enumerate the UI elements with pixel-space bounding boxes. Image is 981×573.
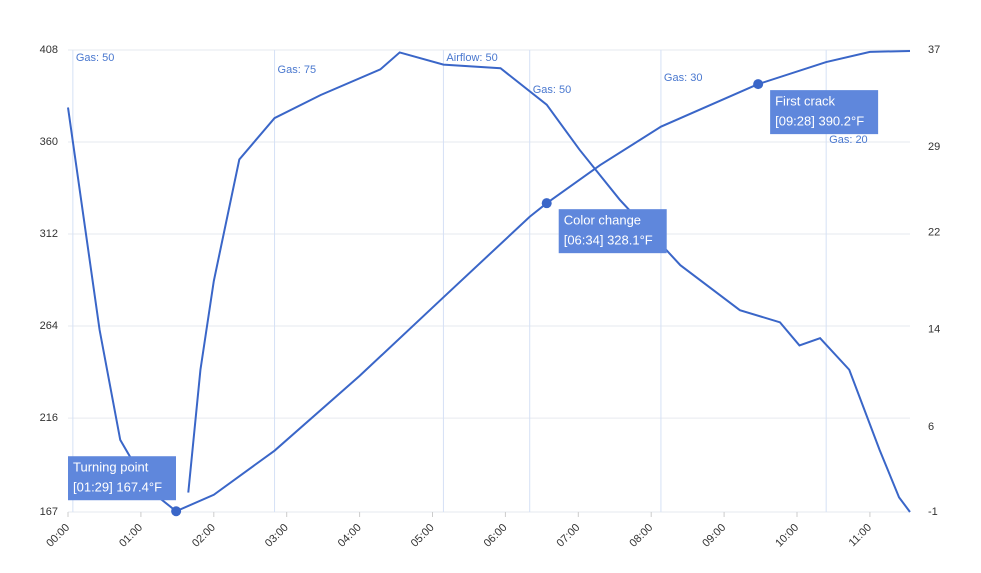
y2-tick-label: -1 xyxy=(928,506,938,518)
annotation-title: First crack xyxy=(775,94,835,109)
annotation-point xyxy=(541,198,552,209)
x-tick-label: 01:00 xyxy=(117,522,145,550)
x-tick-label: 05:00 xyxy=(409,522,437,550)
annotation-title: Color change xyxy=(564,213,641,228)
event-label: Gas: 75 xyxy=(278,64,317,76)
annotation-point xyxy=(171,506,182,517)
y-tick-label: 167 xyxy=(40,506,58,518)
x-tick-label: 00:00 xyxy=(44,522,72,550)
y2-tick-label: 29 xyxy=(928,141,940,153)
y2-tick-label: 6 xyxy=(928,421,934,433)
y-tick-label: 216 xyxy=(40,412,58,424)
annotation-text: [09:28] 390.2°F xyxy=(775,114,864,129)
y2-tick-label: 37 xyxy=(928,44,940,56)
x-tick-label: 06:00 xyxy=(482,522,510,550)
x-tick-label: 10:00 xyxy=(773,522,801,550)
y-tick-label: 312 xyxy=(40,228,58,240)
event-label: Airflow: 50 xyxy=(446,52,497,64)
y2-tick-label: 14 xyxy=(928,324,940,336)
x-tick-label: 04:00 xyxy=(336,522,364,550)
x-tick-label: 08:00 xyxy=(627,522,655,550)
x-tick-label: 03:00 xyxy=(263,522,291,550)
x-tick-label: 09:00 xyxy=(700,522,728,550)
annotation-title: Turning point xyxy=(73,460,149,475)
event-label: Gas: 50 xyxy=(533,84,572,96)
y-tick-label: 264 xyxy=(40,320,58,332)
event-label: Gas: 30 xyxy=(664,72,703,84)
event-label: Gas: 50 xyxy=(76,52,115,64)
annotation-box xyxy=(770,90,879,135)
annotation-text: [01:29] 167.4°F xyxy=(73,480,162,495)
annotation-point xyxy=(753,79,764,90)
y2-tick-label: 22 xyxy=(928,226,940,238)
y-tick-label: 408 xyxy=(40,44,58,56)
y-tick-label: 360 xyxy=(40,136,58,148)
x-tick-label: 02:00 xyxy=(190,522,218,550)
annotation-text: [06:34] 328.1°F xyxy=(564,233,653,248)
x-tick-label: 11:00 xyxy=(847,522,874,549)
x-tick-label: 07:00 xyxy=(555,522,583,550)
annotation-box xyxy=(558,209,667,254)
event-label: Gas: 20 xyxy=(829,134,868,146)
annotation-box xyxy=(68,456,176,501)
series-line xyxy=(187,51,911,513)
